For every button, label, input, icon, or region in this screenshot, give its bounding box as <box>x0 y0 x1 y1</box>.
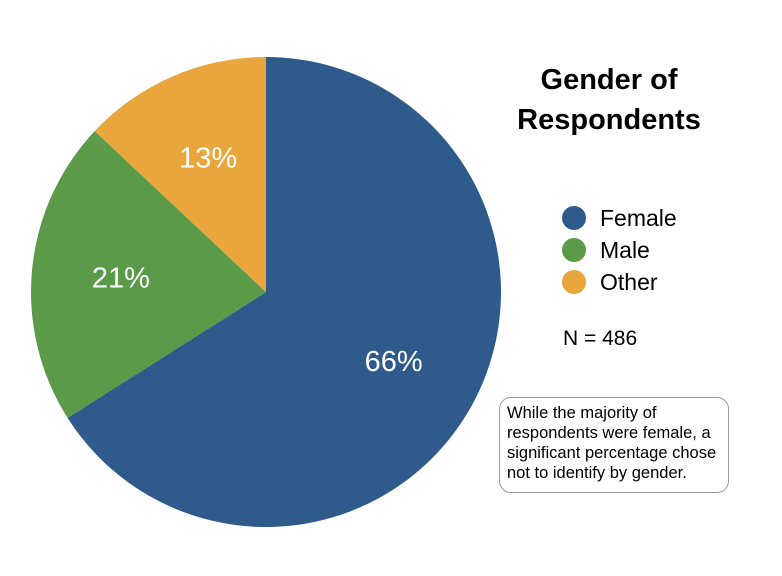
annotation-line-1: While the majority of <box>507 404 657 422</box>
pie-slice-male <box>30 131 266 418</box>
sample-size-label: N = 486 <box>563 327 638 350</box>
legend-item-male: Male <box>562 234 677 266</box>
slice-label-female: 66% <box>365 346 423 378</box>
chart-title-line-1: Gender of <box>540 64 678 96</box>
legend-label-other: Other <box>600 268 658 295</box>
pie-slice-other <box>94 57 266 292</box>
chart-title-line-2: Respondents <box>517 104 701 136</box>
legend-swatch-female <box>562 206 586 230</box>
legend: Female Male Other <box>562 202 677 298</box>
pie-slice-female <box>67 57 501 527</box>
chart-title: Gender of Respondents <box>478 60 740 140</box>
annotation-line-3: significant percentage chose <box>507 444 717 462</box>
legend-label-female: Female <box>600 204 677 231</box>
legend-swatch-other <box>562 270 586 294</box>
legend-label-male: Male <box>600 236 650 263</box>
annotation-box: While the majority of respondents were f… <box>499 397 729 493</box>
legend-item-female: Female <box>562 202 677 234</box>
slice-label-male: 21% <box>92 262 150 294</box>
annotation-line-2: respondents were female, a <box>507 424 711 442</box>
legend-swatch-male <box>562 238 586 262</box>
legend-item-other: Other <box>562 266 677 298</box>
annotation-line-4: not to identify by gender. <box>507 464 687 482</box>
slice-label-other: 13% <box>179 142 237 174</box>
